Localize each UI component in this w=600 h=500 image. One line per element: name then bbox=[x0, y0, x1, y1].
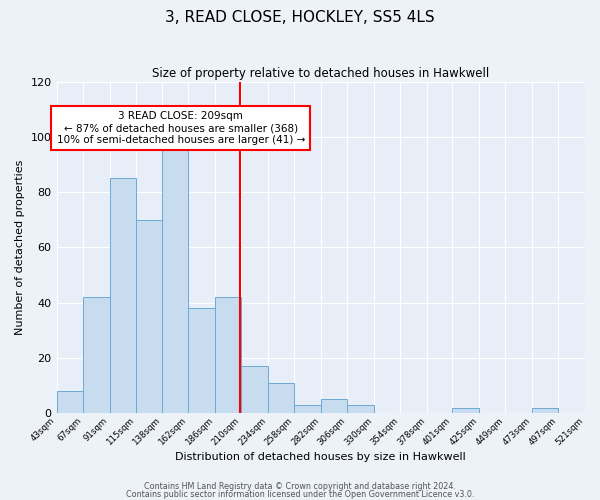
Text: Contains public sector information licensed under the Open Government Licence v3: Contains public sector information licen… bbox=[126, 490, 474, 499]
Bar bbox=[532, 408, 559, 413]
Bar bbox=[136, 220, 163, 413]
Bar bbox=[452, 408, 479, 413]
Bar bbox=[83, 297, 110, 413]
Bar bbox=[215, 297, 241, 413]
Bar bbox=[268, 383, 294, 413]
X-axis label: Distribution of detached houses by size in Hawkwell: Distribution of detached houses by size … bbox=[175, 452, 466, 462]
Title: Size of property relative to detached houses in Hawkwell: Size of property relative to detached ho… bbox=[152, 68, 490, 80]
Bar bbox=[110, 178, 136, 413]
Bar bbox=[585, 408, 600, 413]
Text: 3 READ CLOSE: 209sqm
← 87% of detached houses are smaller (368)
10% of semi-deta: 3 READ CLOSE: 209sqm ← 87% of detached h… bbox=[56, 112, 305, 144]
Bar bbox=[241, 366, 268, 413]
Text: Contains HM Land Registry data © Crown copyright and database right 2024.: Contains HM Land Registry data © Crown c… bbox=[144, 482, 456, 491]
Bar bbox=[294, 405, 321, 413]
Bar bbox=[188, 308, 215, 413]
Bar bbox=[347, 405, 374, 413]
Bar bbox=[56, 391, 83, 413]
Text: 3, READ CLOSE, HOCKLEY, SS5 4LS: 3, READ CLOSE, HOCKLEY, SS5 4LS bbox=[165, 10, 435, 25]
Bar bbox=[161, 137, 188, 413]
Y-axis label: Number of detached properties: Number of detached properties bbox=[15, 160, 25, 335]
Bar bbox=[321, 400, 347, 413]
